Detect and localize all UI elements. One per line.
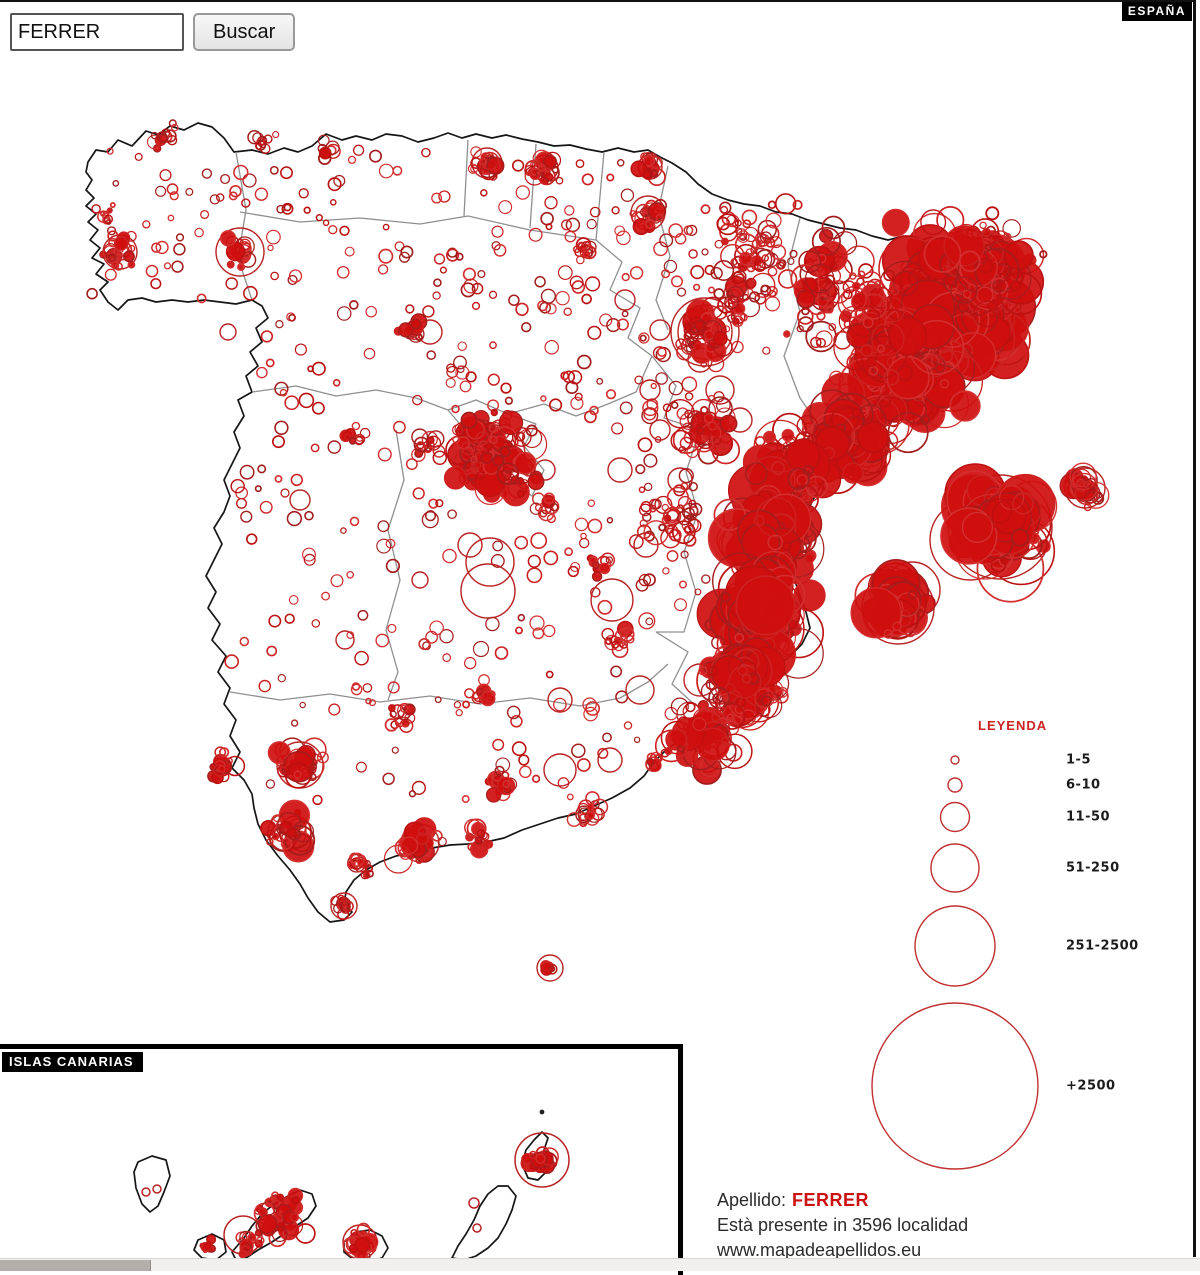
- legend-circle: [947, 777, 963, 793]
- apellido-label: Apellido:: [717, 1190, 787, 1210]
- canary-islands-inset: ISLAS CANARIAS: [0, 1044, 683, 1275]
- inset-label: ISLAS CANARIAS: [2, 1052, 143, 1072]
- legend-item-label: 11-50: [1066, 809, 1111, 825]
- legend-circles: [871, 755, 1039, 1170]
- tenerife-outline: [231, 1189, 317, 1261]
- legend-circle: [914, 905, 996, 987]
- map-right-border: [1193, 0, 1196, 1257]
- legend-title: LEYENDA: [978, 718, 1048, 733]
- country-label: ESPAÑA: [1121, 2, 1192, 21]
- legend-item-label: 51-250: [1066, 860, 1120, 876]
- legend-circle: [950, 755, 960, 765]
- search-input[interactable]: [10, 13, 184, 51]
- legend-item-label: +2500: [1066, 1078, 1116, 1094]
- la-gomera-outline: [193, 1233, 227, 1261]
- website-text: www.mapadeapellidos.eu: [717, 1240, 922, 1260]
- legend-circle: [871, 1002, 1039, 1170]
- la-palma-outline: [133, 1155, 171, 1213]
- surname-line: Apellido: FERRER: [717, 1188, 968, 1213]
- presence-text: Està presente in 3596 localidad: [717, 1215, 969, 1235]
- legend-item-label: 1-5: [1066, 752, 1091, 768]
- legend-item-label: 6-10: [1066, 777, 1101, 793]
- horizontal-scrollbar[interactable]: [0, 1258, 1200, 1271]
- search-bar: Buscar: [10, 13, 296, 51]
- result-summary: Apellido: FERRER Està presente in 3596 lo…: [717, 1188, 968, 1263]
- legend-circle: [930, 843, 980, 893]
- surname-value: FERRER: [792, 1190, 870, 1210]
- legend-circle: [939, 801, 971, 833]
- scrollbar-thumb[interactable]: [0, 1260, 151, 1271]
- la-graciosa-dot: [539, 1109, 545, 1115]
- search-button[interactable]: Buscar: [193, 13, 296, 51]
- legend-item-label: 251-2500: [1066, 938, 1139, 954]
- surname-distribution-circles: [86, 119, 1110, 1261]
- page-top-border: [0, 0, 1196, 2]
